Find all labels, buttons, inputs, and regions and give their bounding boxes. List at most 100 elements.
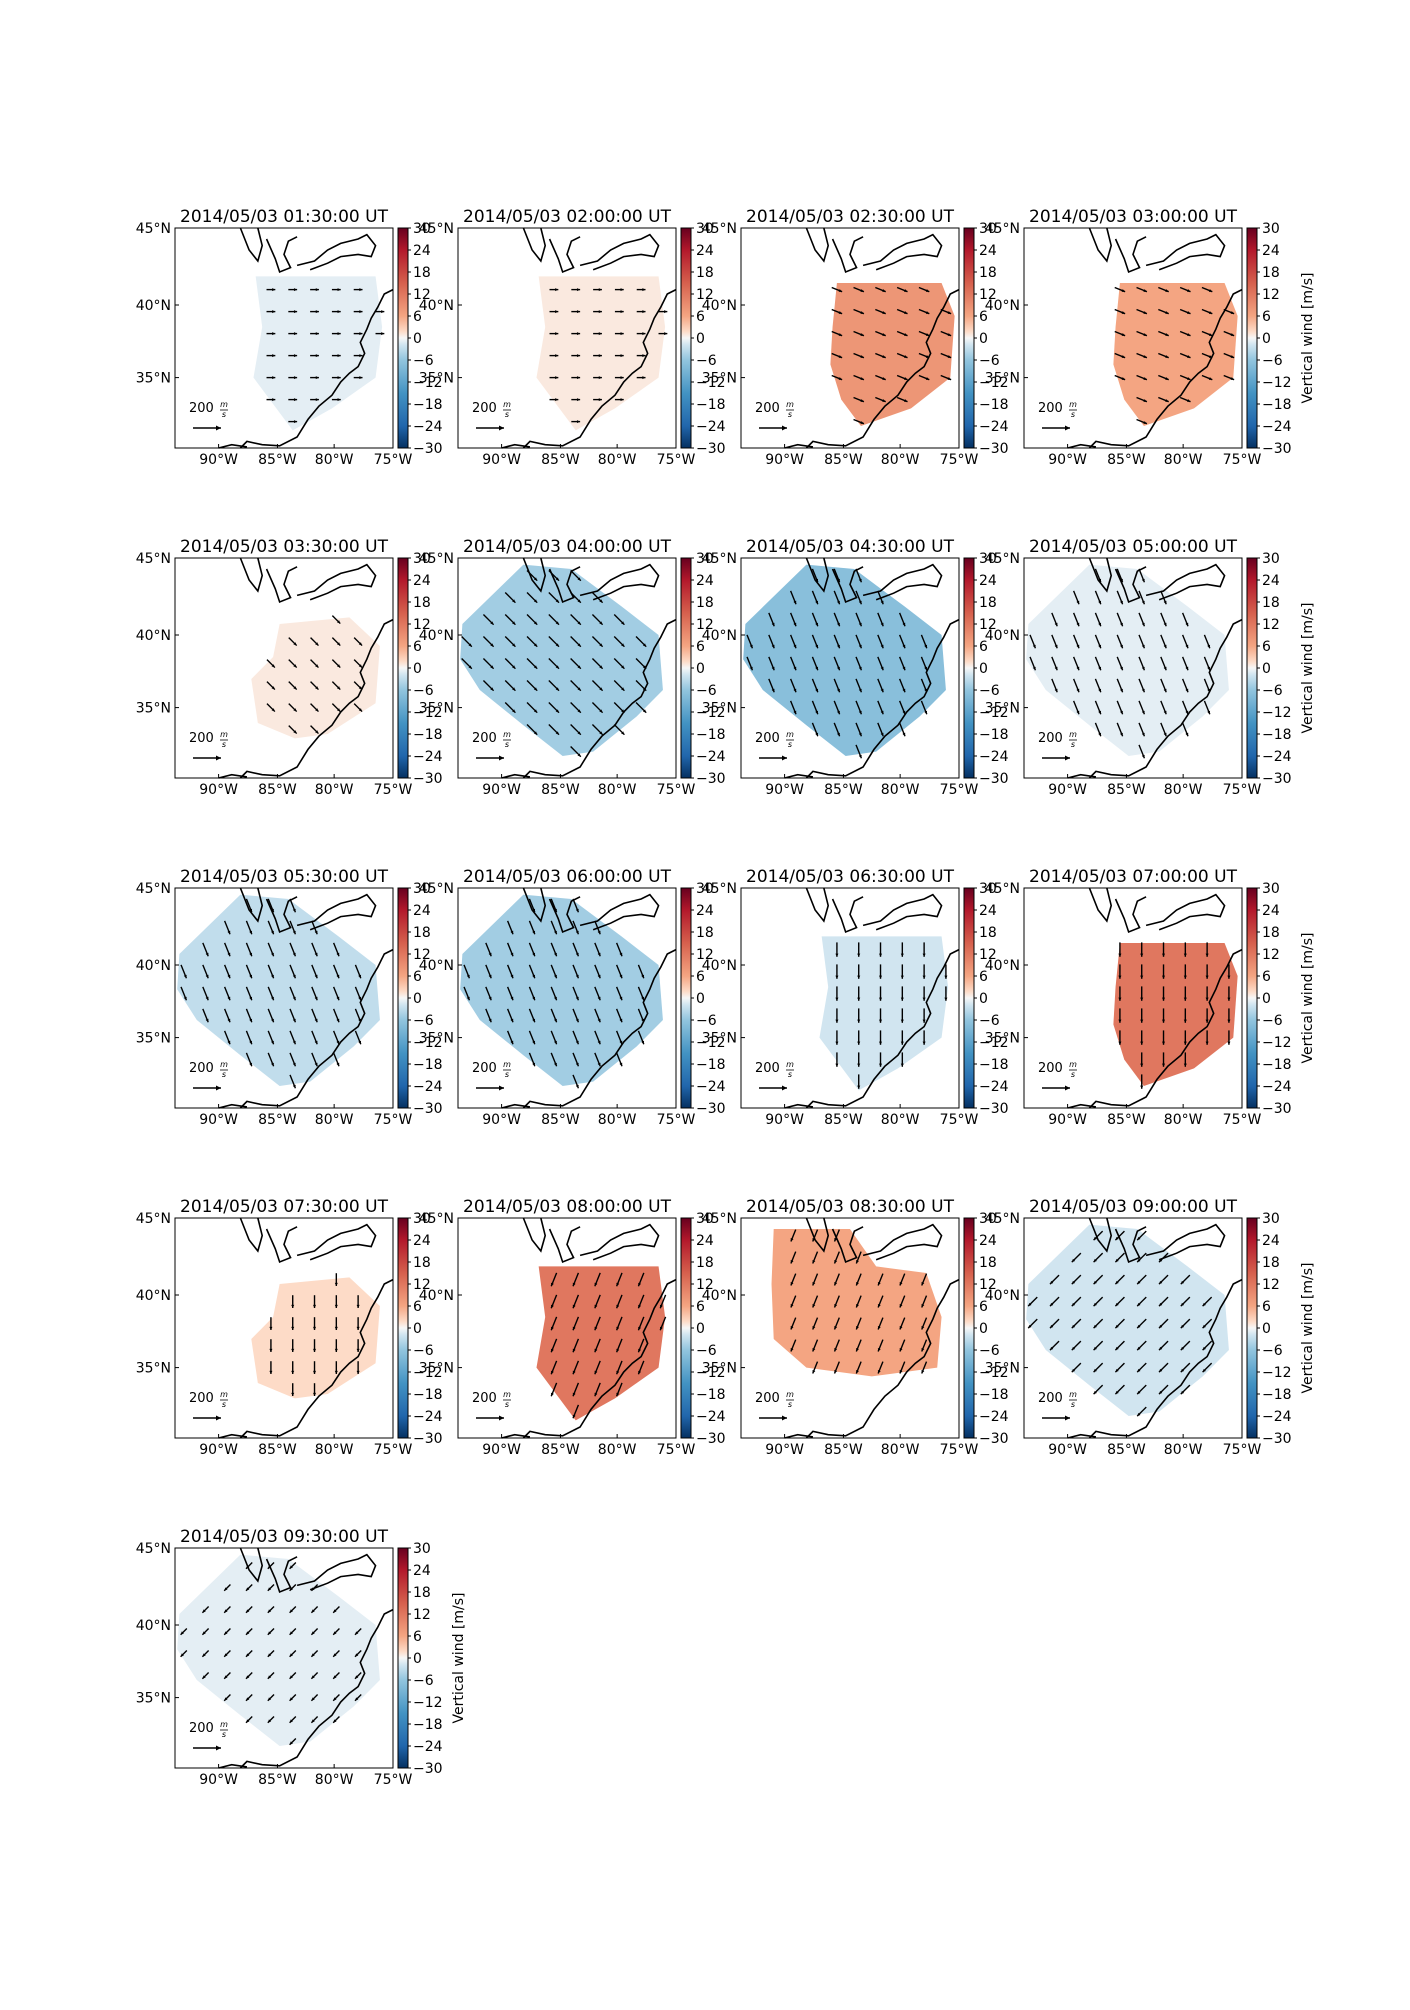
wind-arrow bbox=[768, 678, 775, 693]
wind-arrow bbox=[1160, 634, 1167, 649]
wind-arrow bbox=[1116, 678, 1124, 693]
colorbar-tick-label: 6 bbox=[696, 1299, 705, 1315]
wind-arrow bbox=[353, 637, 363, 647]
colorbar-tick-label: 30 bbox=[413, 1211, 431, 1227]
wind-arrow bbox=[463, 964, 471, 979]
wind-arrow-head bbox=[575, 930, 579, 935]
scale-value: 200 bbox=[189, 1391, 214, 1406]
lon-label: 80°W bbox=[315, 1112, 354, 1128]
wind-arrow-head bbox=[880, 710, 884, 715]
wind-arrow-head bbox=[292, 908, 296, 913]
wind-arrow bbox=[1029, 656, 1037, 671]
wind-arrow-head bbox=[1115, 1258, 1119, 1263]
colorbar-tick-label: 18 bbox=[1262, 925, 1280, 941]
wind-arrow-head bbox=[576, 376, 581, 380]
wind-arrow-head bbox=[488, 996, 492, 1001]
wind-arrow-head bbox=[271, 996, 274, 1001]
colorbar-tick-label: 30 bbox=[1262, 221, 1280, 237]
wind-arrow bbox=[1136, 352, 1148, 359]
wind-arrow-head bbox=[333, 1675, 337, 1679]
wind-arrow-head bbox=[550, 1348, 554, 1353]
wind-arrow-head bbox=[271, 686, 275, 690]
lat-label: 35°N bbox=[419, 1031, 454, 1047]
lon-label: 90°W bbox=[482, 1442, 521, 1458]
wind-arrow bbox=[1183, 1008, 1187, 1023]
wind-arrow-head bbox=[205, 996, 209, 1001]
wind-arrow-head bbox=[490, 643, 494, 647]
wind-arrow-head bbox=[857, 953, 861, 957]
wind-arrow bbox=[811, 634, 819, 649]
wind-arrow bbox=[615, 1008, 623, 1023]
colorbar-tick-label: 0 bbox=[413, 1321, 422, 1337]
wind-arrow-head bbox=[510, 974, 514, 979]
lat-label: 40°N bbox=[702, 298, 737, 314]
scale-arrow-head bbox=[782, 755, 787, 761]
lat-label: 45°N bbox=[419, 221, 454, 237]
wind-arrow-head bbox=[858, 622, 862, 627]
wind-arrow bbox=[572, 1272, 580, 1287]
wind-arrow bbox=[790, 1295, 797, 1308]
wind-arrow bbox=[833, 1251, 840, 1264]
wind-arrow bbox=[269, 1339, 273, 1352]
colorbar-tick-label: 18 bbox=[696, 1255, 714, 1271]
wind-arrow-head bbox=[293, 332, 298, 336]
wind-arrow bbox=[855, 678, 863, 693]
wind-arrow bbox=[594, 1030, 601, 1045]
wind-arrow-head bbox=[224, 1631, 228, 1635]
lon-label: 90°W bbox=[199, 1442, 238, 1458]
scale-arrow-head bbox=[216, 1085, 221, 1091]
wind-arrow-head bbox=[1185, 732, 1189, 737]
wind-arrow bbox=[1140, 942, 1144, 957]
wind-arrow-head bbox=[878, 997, 883, 1001]
wind-arrow bbox=[1093, 1318, 1104, 1329]
wind-arrow-head bbox=[837, 578, 840, 583]
wind-arrow bbox=[833, 722, 841, 737]
wind-arrow-head bbox=[577, 599, 581, 603]
colorbar-tick-label: −6 bbox=[696, 1013, 717, 1029]
wind-arrow-head bbox=[857, 1063, 861, 1067]
wind-arrow-head bbox=[793, 710, 797, 715]
colorbar-label: Vertical wind [m/s] bbox=[451, 1593, 467, 1724]
wind-arrow-head bbox=[815, 688, 819, 693]
wind-arrow bbox=[571, 376, 581, 380]
wind-arrow-head bbox=[1163, 622, 1167, 627]
wind-arrow-head bbox=[183, 974, 187, 979]
wind-arrow-head bbox=[555, 398, 559, 402]
wind-arrow bbox=[550, 1360, 558, 1375]
great-lakes-outline bbox=[548, 896, 581, 934]
colorbar-tick-label: −24 bbox=[696, 749, 726, 765]
scale-unit-denominator: s bbox=[222, 410, 226, 419]
wind-arrow-head bbox=[1071, 1324, 1076, 1329]
wind-arrow bbox=[940, 374, 952, 381]
wind-arrow bbox=[267, 1052, 275, 1067]
wind-arrow-head bbox=[860, 421, 864, 424]
scale-reference: 200 ms bbox=[472, 1390, 511, 1421]
wind-arrow-head bbox=[838, 333, 843, 336]
wind-arrow-head bbox=[860, 377, 864, 380]
wind-arrow bbox=[835, 1030, 839, 1045]
wind-arrow-head bbox=[555, 665, 560, 669]
wind-arrow-head bbox=[267, 1675, 272, 1679]
wind-arrow-head bbox=[921, 1304, 925, 1308]
wind-arrow-head bbox=[790, 1304, 794, 1308]
wind-arrow bbox=[833, 568, 841, 583]
lon-label: 75°W bbox=[374, 452, 413, 468]
wind-arrow-head bbox=[312, 1304, 317, 1308]
wind-arrow-head bbox=[272, 354, 276, 358]
wind-arrow bbox=[291, 1317, 295, 1330]
wind-arrow-head bbox=[858, 644, 862, 649]
vertical-wind-area bbox=[830, 283, 955, 426]
panel-title: 2014/05/03 05:30:00 UT bbox=[180, 867, 389, 887]
wind-arrow-head bbox=[835, 997, 839, 1001]
wind-arrow-head bbox=[289, 1697, 293, 1701]
coastline bbox=[522, 948, 677, 1109]
wind-arrow-head bbox=[533, 577, 538, 581]
lon-label: 85°W bbox=[258, 1772, 297, 1788]
wind-arrow-head bbox=[1187, 355, 1191, 358]
wind-arrow bbox=[482, 614, 495, 626]
wind-arrow-head bbox=[858, 732, 862, 737]
wind-arrow bbox=[572, 1008, 580, 1023]
wind-arrow bbox=[613, 702, 625, 714]
wind-arrow bbox=[245, 1561, 253, 1570]
